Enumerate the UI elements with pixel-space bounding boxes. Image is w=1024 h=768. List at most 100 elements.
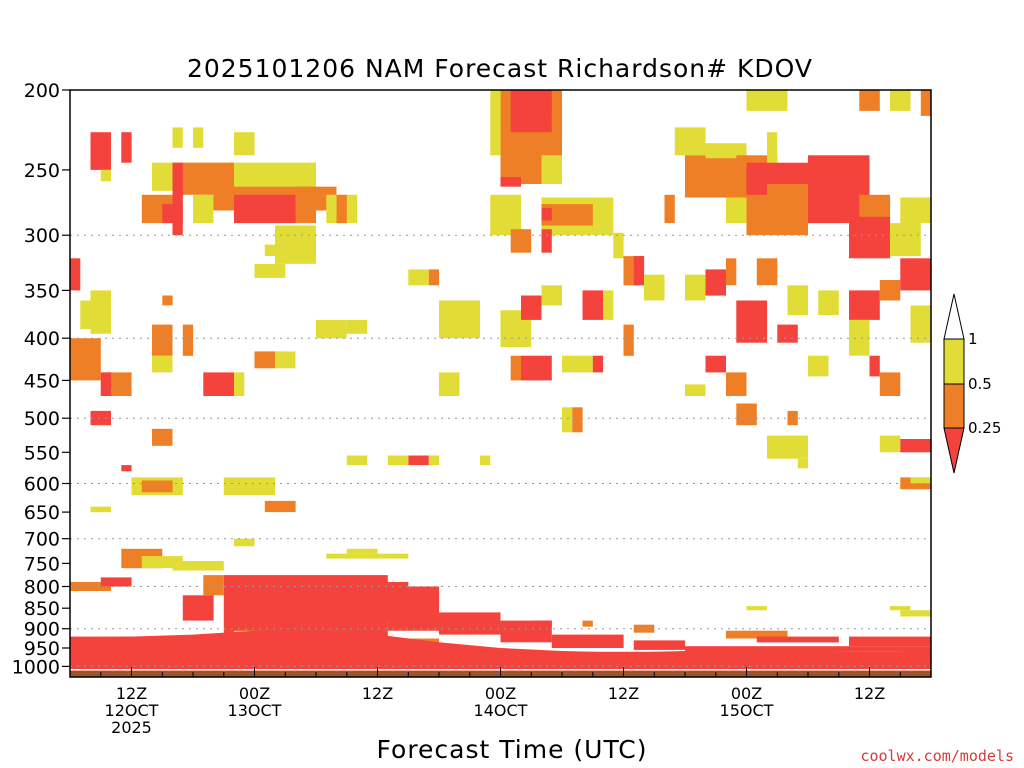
heatmap-cell: [531, 620, 552, 627]
heatmap-cell: [90, 506, 111, 513]
y-tick-label: 650: [24, 502, 60, 524]
heatmap-cell: [203, 575, 224, 596]
heatmap-cell: [70, 258, 81, 291]
heatmap-cell: [162, 295, 173, 306]
credit-link[interactable]: coolwx.com/models: [860, 747, 1014, 765]
heatmap-cell: [603, 290, 614, 320]
heatmap-cell: [193, 194, 214, 224]
heatmap-cell: [818, 290, 839, 316]
heatmap-cell: [582, 290, 603, 320]
heatmap-cell: [152, 428, 173, 446]
heatmap-cell: [849, 636, 931, 647]
y-tick-label: 400: [24, 328, 60, 350]
heatmap-cell: [100, 372, 112, 396]
heatmap-cell: [900, 439, 932, 453]
heatmap-cell: [172, 162, 183, 236]
heatmap-cell: [336, 194, 347, 224]
y-tick-label: 250: [24, 160, 60, 182]
heatmap-cell: [500, 177, 521, 187]
heatmap-cell: [633, 640, 686, 650]
heatmap-cell: [70, 582, 111, 591]
heatmap-cell: [541, 285, 562, 306]
heatmap-cell: [90, 132, 111, 170]
heatmap-cell: [254, 263, 286, 278]
heatmap-cell: [900, 258, 932, 291]
x-tick-label: 00Z: [731, 684, 762, 703]
heatmap-cell: [890, 223, 921, 257]
heatmap-cell: [100, 169, 112, 182]
heatmap-cell: [849, 290, 880, 320]
heatmap-cell: [890, 606, 911, 611]
x-tick-label: 15OCT: [720, 701, 774, 720]
heatmap-cell: [387, 455, 409, 466]
heatmap-cell: [859, 90, 880, 111]
x-tick-label: 00Z: [239, 684, 270, 703]
y-tick-label: 300: [24, 225, 60, 247]
heatmap-cell: [767, 132, 778, 163]
heatmap-cell: [746, 90, 788, 111]
heatmap-cell: [910, 477, 931, 484]
heatmap-cell: [152, 355, 173, 373]
heatmap-cell: [674, 127, 706, 156]
heatmap-cell: [644, 274, 665, 301]
heatmap-cell: [756, 258, 778, 286]
heatmap-cell: [541, 155, 562, 184]
heatmap-cell: [746, 606, 767, 611]
y-tick-label: 850: [24, 598, 60, 620]
heatmap-cell: [234, 132, 255, 156]
heatmap-cell: [346, 455, 368, 466]
heatmap-cell: [428, 455, 440, 466]
heatmap-cell: [254, 351, 275, 369]
heatmap-cell: [756, 636, 839, 643]
heatmap-cell: [172, 561, 224, 571]
heatmap-cell: [633, 256, 645, 286]
heatmap-cell: [234, 372, 245, 396]
heatmap-cell: [613, 232, 624, 259]
heatmap-cell: [193, 127, 204, 148]
y-tick-label: 500: [24, 408, 60, 430]
heatmap-cell: [726, 372, 747, 396]
y-tick-label: 600: [24, 474, 60, 496]
heatmap-cell: [541, 207, 552, 221]
heatmap-cell: [295, 186, 316, 224]
surface-layer: [70, 628, 931, 671]
heatmap-cell: [203, 372, 235, 396]
x-tick-label: 13OCT: [228, 701, 282, 720]
heatmap-cell: [726, 258, 737, 286]
y-tick-label: 900: [24, 619, 60, 641]
heatmap-cell: [408, 455, 429, 466]
heatmap-cell: [551, 634, 624, 648]
heatmap-cell: [920, 90, 932, 116]
heatmap-cell: [480, 455, 491, 466]
heatmap-cell: [90, 290, 111, 334]
heatmap-cell: [582, 620, 593, 627]
colorbar-top-arrow: [943, 293, 965, 340]
colorbar: 1 0.5 0.25: [943, 293, 1001, 474]
heatmap-cell: [541, 204, 593, 226]
y-tick-label: 450: [24, 370, 60, 392]
x-tick-label: 00Z: [485, 684, 516, 703]
x-axis-label: Forecast Time (UTC): [377, 735, 648, 764]
x-tick-label: 2025: [111, 718, 152, 737]
y-tick-label: 800: [24, 577, 60, 599]
heatmap-cell: [387, 586, 440, 631]
heatmap-cell: [80, 300, 91, 330]
heatmap-cell: [900, 610, 932, 617]
heatmap-cell: [879, 435, 901, 453]
heatmap-cell: [510, 355, 521, 381]
heatmap-cell: [439, 372, 460, 396]
x-tick-label: 12Z: [608, 684, 639, 703]
heatmap-cell: [900, 197, 932, 224]
heatmap-cell: [121, 132, 132, 163]
heatmap-cell: [746, 194, 808, 236]
heatmap-cell: [326, 553, 409, 559]
heatmap-cell: [869, 355, 880, 377]
heatmap-cell: [726, 630, 788, 639]
heatmap-cell: [767, 435, 808, 459]
heatmap-cell: [264, 244, 276, 256]
heatmap-cell: [182, 595, 214, 621]
y-tick-label: 1000: [12, 656, 60, 678]
heatmap-cell: [685, 155, 747, 198]
